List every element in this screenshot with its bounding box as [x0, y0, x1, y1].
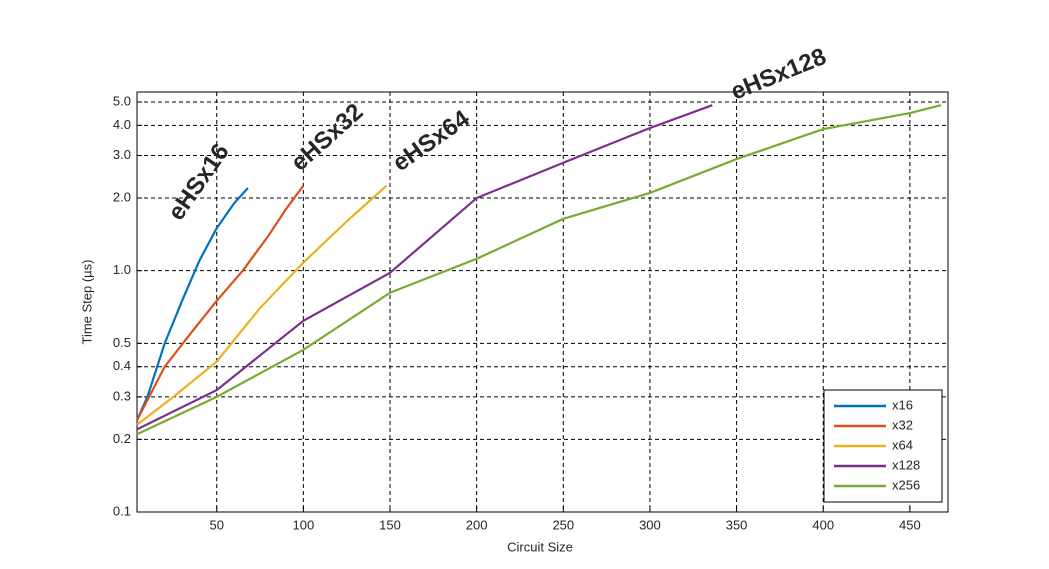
series-line — [136, 184, 388, 426]
legend-label: x256 — [892, 477, 920, 492]
y-tick-label: 5.0 — [113, 93, 131, 108]
legend-label: x128 — [892, 457, 920, 472]
x-tick-label: 100 — [293, 517, 315, 532]
series-line — [136, 104, 942, 436]
x-tick-label: 300 — [639, 517, 661, 532]
plot-area — [137, 92, 948, 512]
x-tick-label: 250 — [552, 517, 574, 532]
x-tick-label: 350 — [726, 517, 748, 532]
series-line — [136, 104, 713, 431]
y-tick-label: 0.4 — [113, 358, 131, 373]
series-line — [136, 185, 305, 421]
y-tick-label: 1.0 — [113, 262, 131, 277]
y-tick-label: 2.0 — [113, 189, 131, 204]
series-line — [135, 187, 249, 421]
legend-label: x16 — [892, 397, 913, 412]
legend-label: x64 — [892, 437, 913, 452]
y-tick-label: 0.2 — [113, 431, 131, 446]
y-axis-label: Time Step (µs) — [79, 259, 94, 344]
y-tick-label: 3.0 — [113, 147, 131, 162]
plot-frame — [136, 91, 949, 513]
y-tick-label: 0.1 — [113, 503, 131, 518]
legend-label: x32 — [892, 417, 913, 432]
x-tick-label: 200 — [466, 517, 488, 532]
x-tick-label: 450 — [899, 517, 921, 532]
y-tick-label: 0.5 — [113, 335, 131, 350]
y-tick-label: 4.0 — [113, 117, 131, 132]
y-tick-label: 0.3 — [113, 388, 131, 403]
x-tick-label: 150 — [379, 517, 401, 532]
x-tick-label: 50 — [209, 517, 223, 532]
x-axis-label: Circuit Size — [507, 539, 573, 554]
x-tick-label: 400 — [812, 517, 834, 532]
